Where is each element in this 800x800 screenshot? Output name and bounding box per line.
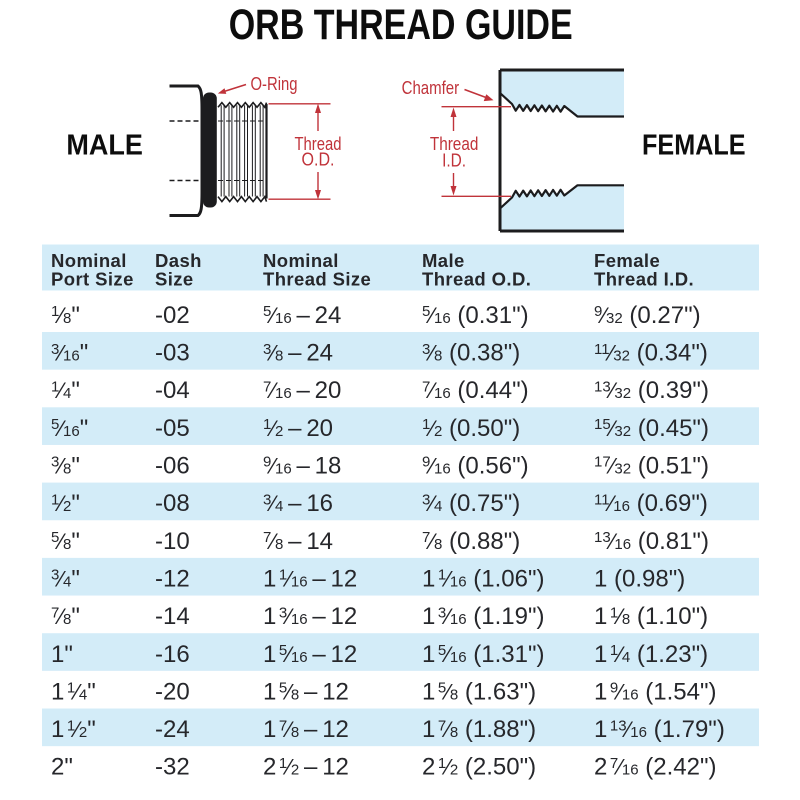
svg-text:O.D.: O.D. bbox=[302, 149, 335, 170]
svg-text:13⁄32 (0.39"): 13⁄32 (0.39") bbox=[594, 377, 709, 404]
svg-text:15⁄8 – 12: 1 5⁄8 – 12 bbox=[263, 678, 349, 705]
svg-text:-14: -14 bbox=[155, 603, 190, 630]
svg-text:-08: -08 bbox=[155, 490, 190, 517]
svg-text:3⁄8 – 24: 3⁄8 – 24 bbox=[263, 340, 333, 367]
svg-text:Chamfer: Chamfer bbox=[402, 77, 460, 98]
svg-text:Thread Size: Thread Size bbox=[263, 268, 371, 289]
svg-text:-05: -05 bbox=[155, 415, 190, 442]
svg-text:Thread: Thread bbox=[430, 133, 479, 154]
svg-text:11⁄16 (0.69"): 11⁄16 (0.69") bbox=[594, 490, 708, 517]
svg-text:Thread I.D.: Thread I.D. bbox=[594, 268, 694, 289]
svg-text:-06: -06 bbox=[155, 453, 190, 480]
svg-text:1 (0.98"): 1 (0.98") bbox=[594, 565, 685, 592]
svg-text:-24: -24 bbox=[155, 716, 190, 743]
svg-text:13⁄16 (0.81"): 13⁄16 (0.81") bbox=[594, 528, 709, 555]
svg-text:7⁄16 – 20: 7⁄16 – 20 bbox=[263, 377, 341, 404]
svg-text:1⁄2 – 20: 1⁄2 – 20 bbox=[263, 415, 333, 442]
svg-text:21⁄2 (2.50"): 2 1⁄2 (2.50") bbox=[422, 754, 536, 781]
svg-text:Port Size: Port Size bbox=[51, 268, 134, 289]
svg-text:2": 2" bbox=[51, 754, 73, 781]
svg-text:11⁄16 (1.06"): 1 1⁄16 (1.06") bbox=[422, 565, 544, 592]
svg-text:17⁄32 (0.51"): 17⁄32 (0.51") bbox=[594, 453, 709, 480]
svg-text:Nominal: Nominal bbox=[51, 250, 127, 271]
svg-text:-12: -12 bbox=[155, 565, 190, 592]
svg-text:1": 1" bbox=[51, 641, 73, 668]
svg-text:Nominal: Nominal bbox=[263, 250, 339, 271]
svg-text:Dash: Dash bbox=[155, 250, 202, 271]
svg-text:21⁄2 – 12: 2 1⁄2 – 12 bbox=[263, 754, 349, 781]
svg-text:17⁄8 – 12: 1 7⁄8 – 12 bbox=[263, 716, 349, 743]
svg-text:-16: -16 bbox=[155, 641, 190, 668]
svg-text:Male: Male bbox=[422, 250, 465, 271]
svg-text:13⁄16 – 12: 1 3⁄16 – 12 bbox=[263, 603, 357, 630]
svg-text:5⁄16 – 24: 5⁄16 – 24 bbox=[263, 302, 341, 329]
svg-text:3⁄4 – 16: 3⁄4 – 16 bbox=[263, 490, 333, 517]
svg-text:113⁄16 (1.79"): 1 13⁄16 (1.79") bbox=[594, 716, 725, 743]
svg-text:-04: -04 bbox=[155, 377, 190, 404]
svg-text:19⁄16 (1.54"): 1 9⁄16 (1.54") bbox=[594, 678, 716, 705]
svg-text:11⁄8 (1.10"): 1 1⁄8 (1.10") bbox=[594, 603, 708, 630]
svg-text:11⁄32 (0.34"): 11⁄32 (0.34") bbox=[594, 340, 708, 367]
svg-text:13⁄16 (1.19"): 1 3⁄16 (1.19") bbox=[422, 603, 544, 630]
svg-text:-02: -02 bbox=[155, 302, 190, 329]
svg-text:5⁄16 (0.31"): 5⁄16 (0.31") bbox=[422, 302, 529, 329]
svg-text:7⁄8 (0.88"): 7⁄8 (0.88") bbox=[422, 528, 520, 555]
svg-text:27⁄16 (2.42"): 2 7⁄16 (2.42") bbox=[594, 754, 716, 781]
svg-text:7⁄8 – 14: 7⁄8 – 14 bbox=[263, 528, 333, 555]
svg-text:ORB THREAD GUIDE: ORB THREAD GUIDE bbox=[229, 2, 573, 49]
svg-text:1⁄2 (0.50"): 1⁄2 (0.50") bbox=[422, 415, 520, 442]
svg-text:15⁄16 (1.31"): 1 5⁄16 (1.31") bbox=[422, 641, 544, 668]
svg-text:MALE: MALE bbox=[66, 130, 143, 162]
svg-text:11⁄4 (1.23"): 1 1⁄4 (1.23") bbox=[594, 641, 708, 668]
svg-text:FEMALE: FEMALE bbox=[642, 129, 746, 161]
svg-text:-03: -03 bbox=[155, 340, 190, 367]
svg-text:15⁄16 – 12: 1 5⁄16 – 12 bbox=[263, 641, 357, 668]
svg-text:Thread O.D.: Thread O.D. bbox=[422, 268, 531, 289]
svg-text:-32: -32 bbox=[155, 754, 190, 781]
svg-text:9⁄16 (0.56"): 9⁄16 (0.56") bbox=[422, 453, 529, 480]
svg-text:9⁄16 – 18: 9⁄16 – 18 bbox=[263, 453, 341, 480]
svg-text:15⁄32 (0.45"): 15⁄32 (0.45") bbox=[594, 415, 709, 442]
svg-text:11⁄2": 1 1⁄2" bbox=[51, 716, 96, 743]
svg-text:I.D.: I.D. bbox=[442, 150, 466, 171]
svg-text:Thread: Thread bbox=[295, 133, 342, 154]
svg-text:Size: Size bbox=[155, 268, 194, 289]
svg-text:Female: Female bbox=[594, 250, 660, 271]
svg-text:-10: -10 bbox=[155, 528, 190, 555]
svg-text:15⁄8 (1.63"): 1 5⁄8 (1.63") bbox=[422, 678, 536, 705]
svg-text:O-Ring: O-Ring bbox=[251, 73, 298, 94]
svg-text:11⁄16 – 12: 1 1⁄16 – 12 bbox=[263, 565, 357, 592]
svg-text:-20: -20 bbox=[155, 678, 190, 705]
